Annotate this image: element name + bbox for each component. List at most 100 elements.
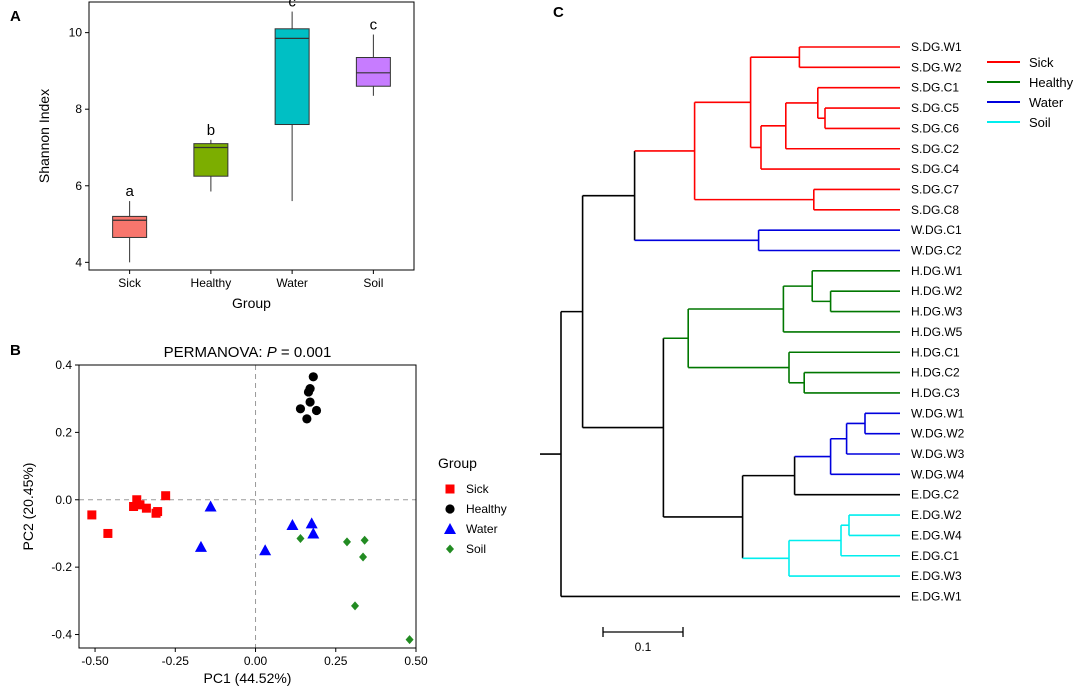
y-tick-label: 6 <box>75 179 82 193</box>
significance-letter: b <box>207 122 215 139</box>
leaf-label: H.DG.C1 <box>911 345 960 359</box>
point-healthy <box>302 414 312 424</box>
legend-label: Sick <box>466 482 490 496</box>
leaf-label: W.DG.W2 <box>911 427 965 441</box>
x-tick-label: -0.25 <box>162 654 190 668</box>
leaf-label: E.DG.C2 <box>911 488 959 502</box>
leaf-label: H.DG.C3 <box>911 386 960 400</box>
leaf-label: S.DG.C2 <box>911 142 959 156</box>
leaf-label: E.DG.W3 <box>911 569 962 583</box>
x-tick-label: 0.50 <box>404 654 428 668</box>
leaf-label: H.DG.W2 <box>911 284 963 298</box>
y-tick-label: 0.0 <box>55 493 72 507</box>
box-water <box>274 28 310 126</box>
leaf-label: W.DG.W4 <box>911 467 965 481</box>
point-water <box>194 540 207 552</box>
leaf-label: H.DG.W5 <box>911 325 963 339</box>
x-tick-label: Healthy <box>191 276 232 290</box>
legend-label: Sick <box>1029 55 1054 70</box>
box-sick <box>112 215 148 238</box>
point-sick <box>129 502 139 511</box>
y-axis-label: Shannon Index <box>36 89 52 183</box>
point-healthy <box>308 372 318 382</box>
scale-bar-label: 0.1 <box>635 640 652 654</box>
leaf-label: E.DG.C1 <box>911 549 959 563</box>
leaf-label: W.DG.W3 <box>911 447 965 461</box>
point-healthy <box>311 405 322 416</box>
point-soil <box>360 535 369 545</box>
box-healthy <box>193 143 229 177</box>
point-sick <box>132 495 142 505</box>
leaf-label: H.DG.W3 <box>911 305 963 319</box>
panel-a-boxplot: 4 6 8 10 a b c c Sick Healthy Water Soil Group Shanno… <box>36 0 415 311</box>
panel-b-pca-scatter: PERMANOVA: P = 0.001 -0.50 -0.25 0.00 0.25 0.… <box>20 344 507 686</box>
significance-letter: c <box>288 0 296 11</box>
legend-label: Healthy <box>466 502 507 516</box>
point-water <box>286 519 299 531</box>
point-sick <box>87 510 97 520</box>
legend-label: Water <box>1029 95 1064 110</box>
legend-label: Healthy <box>1029 75 1074 90</box>
point-healthy <box>305 397 315 407</box>
point-sick <box>161 491 171 501</box>
point-healthy <box>305 383 315 394</box>
x-tick-label: 0.25 <box>324 654 348 668</box>
x-tick-label: 0.00 <box>244 654 268 668</box>
point-soil <box>359 552 368 562</box>
leaf-label: E.DG.W1 <box>911 589 962 603</box>
y-tick-label: 10 <box>69 26 83 40</box>
x-tick-label: Soil <box>363 276 383 290</box>
point-healthy <box>295 404 306 414</box>
leaf-label: W.DG.C1 <box>911 223 962 237</box>
y-axis-label: PC2 (20.45%) <box>20 463 36 551</box>
leaf-label: S.DG.C7 <box>911 182 959 196</box>
point-water <box>204 500 217 512</box>
legend-marker-water <box>444 523 456 534</box>
point-soil <box>342 537 351 547</box>
legend-label: Soil <box>466 542 486 556</box>
panel-c-dendrogram: S.DG.W1 S.DG.W2 S.DG.C1 S.DG.C5 S.DG.C6 S.DG.… <box>540 40 1074 654</box>
x-axis-label: PC1 (44.52%) <box>204 670 292 686</box>
panel-c-letter: C <box>553 4 564 21</box>
leaf-label: S.DG.W2 <box>911 60 962 74</box>
legend-marker-sick <box>445 484 455 494</box>
leaf-label: S.DG.C4 <box>911 162 959 176</box>
panel-a-letter: A <box>10 8 21 25</box>
leaf-label: S.DG.W1 <box>911 40 962 54</box>
title-prefix: PERMANOVA: <box>164 344 267 361</box>
leaf-label: E.DG.W2 <box>911 508 962 522</box>
leaf-label: H.DG.W1 <box>911 264 963 278</box>
box-soil <box>355 57 391 87</box>
point-soil <box>405 635 414 645</box>
y-tick-label: 4 <box>75 255 82 269</box>
legend-label: Water <box>466 522 498 536</box>
point-sick <box>103 528 113 538</box>
panel-b-letter: B <box>10 342 21 359</box>
leaf-label: S.DG.C5 <box>911 101 959 115</box>
leaf-label: E.DG.W4 <box>911 528 962 542</box>
title-p: P <box>267 344 277 361</box>
point-soil <box>351 601 360 611</box>
x-tick-label: Sick <box>118 276 142 290</box>
leaf-label: W.DG.W1 <box>911 406 965 420</box>
y-tick-label: 0.4 <box>55 358 72 372</box>
y-tick-label: -0.2 <box>51 560 72 574</box>
leaf-label: S.DG.C8 <box>911 203 959 217</box>
x-axis-label: Group <box>232 295 271 311</box>
significance-letter: c <box>370 17 378 34</box>
legend-marker-soil <box>446 544 454 554</box>
point-sick <box>153 507 163 517</box>
x-tick-label: Water <box>276 276 308 290</box>
point-water <box>305 517 318 529</box>
x-tick-label: -0.50 <box>81 654 109 668</box>
legend-label: Soil <box>1029 115 1051 130</box>
point-sick <box>135 500 145 510</box>
panel-b-frame <box>78 364 417 649</box>
y-tick-label: -0.4 <box>51 628 72 642</box>
point-water <box>259 544 272 556</box>
title-suffix: = 0.001 <box>277 344 332 361</box>
y-tick-label: 8 <box>75 102 82 116</box>
chart-title: PERMANOVA: P = 0.001 <box>164 344 332 361</box>
leaf-label: S.DG.C6 <box>911 121 959 135</box>
